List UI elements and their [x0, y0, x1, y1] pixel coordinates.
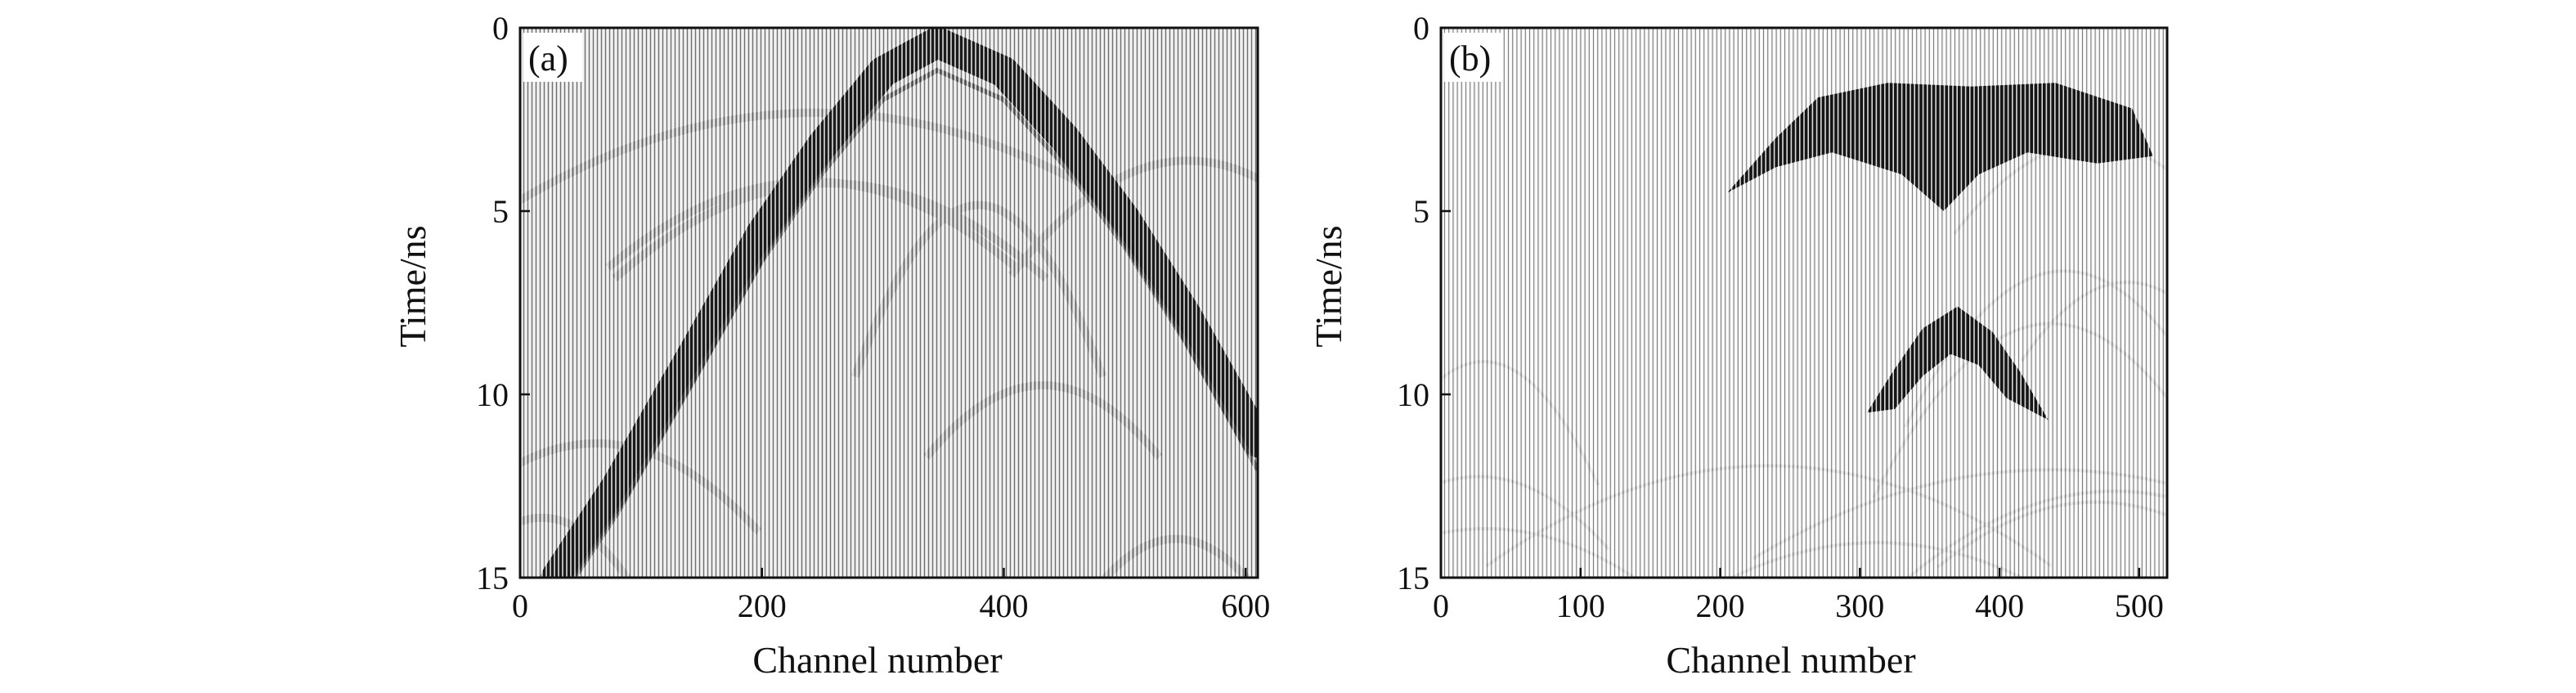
panel-tag-a: (a): [528, 38, 568, 79]
x-tick-label-b: 400: [1975, 587, 2024, 624]
x-axis-title-b: Channel number: [1666, 639, 1915, 681]
y-tick-label-a: 10: [476, 376, 509, 413]
plot-area-b: [1441, 28, 2167, 578]
x-tick-label-b: 500: [2115, 587, 2164, 624]
panel-tag-b: (b): [1449, 38, 1491, 79]
y-tick-label-a: 15: [476, 560, 509, 596]
x-tick-label-b: 200: [1696, 587, 1745, 624]
panel-tag-box-b: [1444, 33, 1503, 82]
plot-frame-b: [1439, 26, 2169, 579]
plot-area-a: [520, 28, 1258, 578]
trace-lines-b: [1443, 28, 2164, 578]
x-tick-label-a: 400: [979, 587, 1028, 624]
panel-tag-box-a: [523, 33, 582, 82]
y-tick-label-a: 0: [492, 10, 509, 47]
plot-frame-a: [518, 26, 1259, 579]
y-axis-title-b: Time/ns: [1308, 225, 1349, 347]
x-tick-label-b: 100: [1556, 587, 1605, 624]
x-axis-title-a: Channel number: [752, 639, 1002, 681]
y-axis-title-a: Time/ns: [392, 225, 433, 347]
trace-stripes-b: [1442, 28, 2166, 578]
y-tick-label-b: 0: [1413, 10, 1429, 47]
x-tick-label-a: 200: [738, 587, 787, 624]
trace-stripes-a: [521, 28, 1254, 578]
x-tick-label-a: 600: [1221, 587, 1270, 624]
panel-b: Time/ns Channel number (b)0 100 200 300 400 5…: [1308, 10, 2169, 681]
x-tick-label-a: 0: [512, 587, 528, 624]
lower-hyperbola-reflection: [1866, 306, 2049, 421]
y-tick-label-b: 10: [1397, 376, 1429, 413]
panel-a: Time/ns Channel number (a) 0 200 400 600 0 5 10…: [392, 10, 1270, 681]
trace-lines-a: [523, 28, 1257, 578]
y-tick-label-a: 5: [492, 193, 509, 230]
x-tick-label-b: 0: [1433, 587, 1449, 624]
x-tick-label-b: 300: [1835, 587, 1884, 624]
background-event: [1936, 500, 2167, 569]
y-tick-label-b: 15: [1397, 560, 1429, 596]
y-tick-label-b: 5: [1413, 193, 1429, 230]
